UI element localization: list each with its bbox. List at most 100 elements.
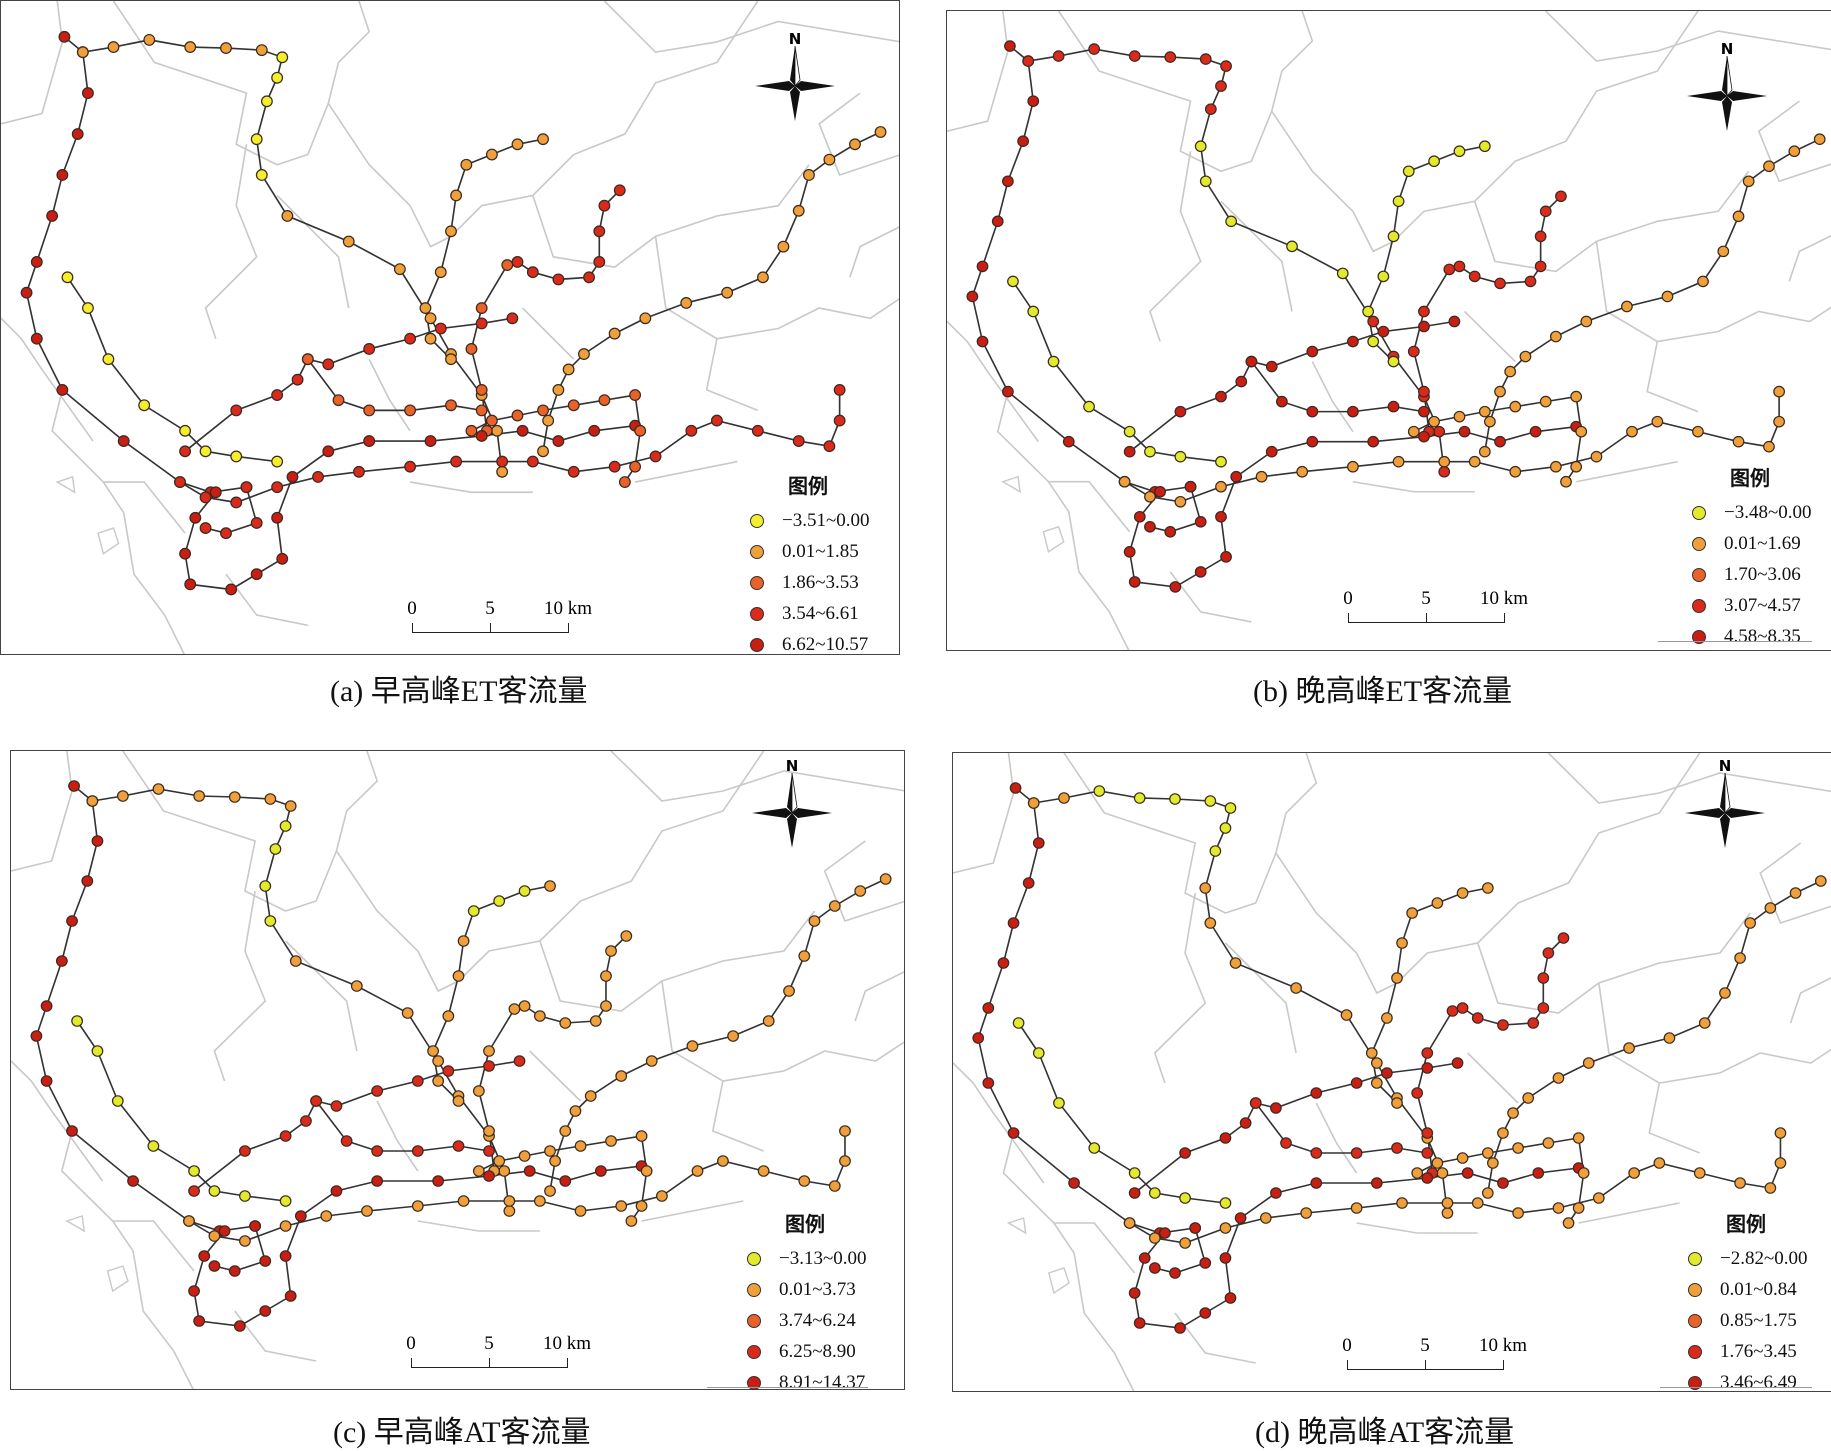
district-boundary (1053, 1222, 1136, 1274)
station-marker (976, 260, 989, 273)
station-marker (71, 1015, 84, 1027)
station-marker (879, 873, 892, 885)
north-arrow-icon: N (1685, 757, 1765, 848)
station-marker (976, 335, 989, 348)
metro-map (11, 751, 904, 1389)
district-boundary (11, 751, 73, 872)
scale-label: 0 (407, 598, 417, 619)
station-marker (322, 358, 335, 371)
station-marker (250, 133, 263, 146)
station-marker (61, 271, 74, 284)
scale-tick (1347, 1360, 1348, 1370)
station-marker (1487, 1157, 1499, 1169)
station-marker (629, 389, 642, 401)
station-marker (58, 30, 71, 43)
legend-label: −3.51~0.00 (782, 509, 870, 531)
station-marker (1623, 1042, 1635, 1054)
legend-swatch-icon (750, 575, 764, 590)
station-marker (589, 1015, 602, 1027)
station-marker (472, 1085, 485, 1097)
station-marker (350, 980, 363, 992)
scale-bar: 0 5 10 km (406, 1333, 591, 1383)
station-marker (1448, 315, 1461, 328)
district-boundary (1356, 1222, 1478, 1234)
station-marker (445, 399, 457, 412)
district-boundary (634, 460, 738, 483)
station-marker (552, 435, 565, 448)
station-marker (1204, 917, 1217, 929)
station-marker (1062, 435, 1075, 448)
station-marker (559, 1125, 572, 1137)
station-marker (1259, 1212, 1272, 1224)
station-marker (1148, 1232, 1161, 1244)
island-outline (1042, 525, 1065, 553)
station-marker (600, 970, 612, 982)
station-marker (537, 445, 549, 458)
station-marker (1478, 140, 1491, 153)
legend-swatch-icon (1692, 567, 1706, 582)
legend-divider (1658, 641, 1812, 642)
island-outline (97, 527, 120, 555)
district-boundary (1271, 110, 1394, 253)
legend-swatch-icon (1688, 1313, 1702, 1328)
scale-label: 10 km (542, 1333, 592, 1354)
station-marker (363, 435, 376, 448)
station-marker (567, 399, 580, 412)
district-boundary (1476, 912, 1751, 1014)
station-marker (1347, 335, 1359, 348)
station-marker (1128, 1167, 1141, 1179)
island-outline (55, 475, 76, 494)
station-marker (225, 583, 238, 596)
station-marker (1270, 1187, 1282, 1199)
station-marker (199, 491, 212, 504)
district-boundary (849, 226, 899, 278)
legend-item: −3.13~0.00 (745, 1243, 867, 1274)
metro-line (977, 787, 1196, 1234)
station-marker (533, 1195, 546, 1207)
district-boundary (711, 1080, 764, 1152)
legend-item: 0.01~3.73 (745, 1274, 867, 1305)
station-marker (803, 169, 815, 181)
scale-tick (1426, 613, 1427, 623)
station-marker (404, 404, 417, 417)
district-boundary (522, 307, 575, 360)
legend-item: −2.82~0.00 (1686, 1243, 1808, 1274)
station-marker (1542, 947, 1555, 959)
station-marker (1421, 1147, 1434, 1159)
station-marker (1441, 1197, 1454, 1209)
district-boundary (1169, 571, 1252, 623)
station-marker (1179, 1237, 1191, 1249)
station-marker (1007, 917, 1020, 929)
station-marker (424, 312, 437, 325)
district-boundary (818, 92, 899, 177)
station-marker (1128, 1287, 1141, 1299)
station-marker (1763, 440, 1775, 453)
district-boundary (1467, 1052, 1519, 1104)
legend-label: 6.62~10.57 (782, 633, 869, 655)
station-marker (1557, 932, 1570, 944)
scale-tick (411, 1358, 412, 1368)
station-marker (1555, 190, 1567, 203)
legend-item: 6.62~10.57 (748, 629, 870, 660)
map-panel-b (946, 10, 1831, 651)
station-marker (1407, 425, 1420, 438)
district-boundary (1311, 361, 1354, 433)
station-marker (432, 1055, 445, 1067)
station-marker (1255, 470, 1268, 483)
station-marker (1763, 160, 1775, 173)
station-marker (472, 1165, 485, 1177)
legend-swatch-icon (1688, 1375, 1702, 1390)
station-marker (485, 414, 498, 427)
district-boundary (1646, 341, 1699, 413)
district-boundary (610, 751, 904, 802)
metro-line (1124, 391, 1780, 503)
station-marker (424, 332, 437, 345)
panel-caption: (b) 晚高峰ET客流量 (1253, 675, 1513, 708)
station-marker (1592, 1192, 1605, 1204)
station-marker (188, 1285, 200, 1297)
station-marker (1542, 1137, 1555, 1149)
station-marker (1484, 415, 1496, 428)
station-marker (588, 424, 601, 437)
station-marker (1692, 425, 1704, 438)
station-marker (1219, 1222, 1232, 1234)
